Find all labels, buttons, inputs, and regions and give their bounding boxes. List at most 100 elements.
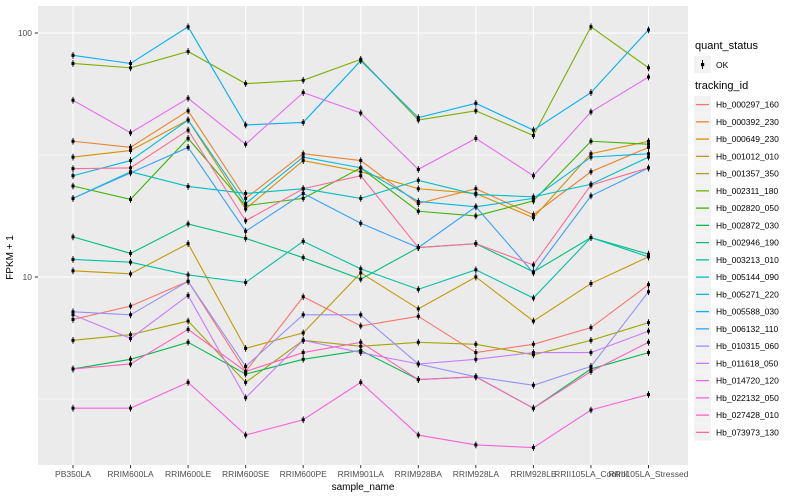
data-point	[186, 136, 190, 140]
x-tick-label: RRIM928LA	[453, 469, 500, 479]
legend-title-quant-status: quant_status	[695, 40, 758, 52]
data-point	[531, 216, 535, 220]
data-point	[416, 199, 420, 203]
data-point	[244, 369, 248, 373]
data-point	[474, 214, 478, 218]
data-point	[416, 187, 420, 191]
legend-item-Hb_002872_030	[694, 216, 711, 234]
data-point	[129, 131, 133, 135]
data-point	[129, 406, 133, 410]
data-point	[301, 239, 305, 243]
data-point	[359, 340, 363, 344]
data-point	[244, 191, 248, 195]
data-point	[647, 392, 650, 396]
data-point	[474, 101, 478, 105]
data-point	[416, 314, 420, 318]
data-point	[129, 166, 133, 170]
legend-item-Hb_001357_350	[694, 165, 711, 182]
data-point	[474, 187, 478, 191]
data-point	[589, 170, 593, 174]
legend-label: Hb_022132_050	[716, 393, 779, 403]
data-point	[589, 139, 593, 143]
data-point	[129, 251, 133, 255]
data-point	[129, 304, 133, 308]
data-point	[301, 331, 305, 335]
x-tick-label: RRIM928BA	[395, 469, 443, 479]
data-point	[129, 336, 133, 340]
x-axis-title: sample_name	[332, 482, 395, 493]
x-tick-label: RRIM600PE	[280, 469, 328, 479]
data-point	[186, 49, 190, 53]
x-tick-label: RRIM600LA	[107, 469, 154, 479]
data-point	[531, 342, 535, 346]
data-point	[589, 326, 593, 330]
data-point	[186, 145, 190, 149]
data-point	[647, 351, 650, 355]
data-point	[647, 283, 650, 287]
data-point	[531, 174, 535, 178]
legend-item-Hb_011618_050	[694, 354, 711, 372]
data-point	[186, 380, 190, 384]
data-point	[129, 333, 133, 337]
data-point	[474, 351, 478, 355]
legend-label-ok: OK	[716, 60, 729, 70]
data-point	[71, 167, 75, 171]
data-point	[301, 187, 305, 191]
data-point	[71, 313, 75, 317]
legend-label: Hb_073973_130	[716, 427, 779, 437]
data-point	[416, 167, 420, 171]
data-point	[359, 59, 363, 63]
data-point	[301, 418, 305, 422]
data-point	[244, 82, 248, 86]
data-point	[359, 351, 363, 355]
data-point	[647, 340, 650, 344]
data-point	[244, 280, 248, 284]
data-point	[71, 184, 75, 188]
data-point	[474, 342, 478, 346]
data-point	[301, 78, 305, 82]
data-point	[129, 362, 133, 366]
data-point	[359, 324, 363, 328]
legend-label: Hb_011618_050	[716, 358, 779, 368]
data-point	[647, 152, 650, 156]
legend-label: Hb_000392_230	[716, 117, 779, 127]
legend-label: Hb_010315_060	[716, 341, 779, 351]
legend-label: Hb_002311_180	[716, 186, 779, 196]
data-point	[416, 287, 420, 291]
data-point	[531, 383, 535, 387]
data-point	[129, 148, 133, 152]
legend-item-Hb_022132_050	[694, 389, 711, 407]
legend-label: Hb_000297_160	[716, 100, 779, 110]
data-point	[359, 380, 363, 384]
x-tick-label: RRIM901LA	[338, 469, 385, 479]
data-point	[129, 171, 133, 175]
legend-label: Hb_027428_010	[716, 410, 779, 420]
data-point	[531, 446, 535, 450]
legend-label: Hb_005588_030	[716, 307, 779, 317]
data-point	[589, 282, 593, 286]
x-tick-label: RRIM600LE	[165, 469, 212, 479]
legend-item-Hb_002946_190	[694, 234, 711, 251]
legend-item-Hb_005588_030	[694, 303, 711, 320]
data-point	[359, 159, 363, 163]
data-point	[186, 319, 190, 323]
data-point	[301, 256, 305, 260]
data-point	[359, 111, 363, 115]
legend-item-Hb_005144_090	[694, 268, 711, 286]
data-point	[359, 174, 363, 178]
legend-item-Hb_003213_010	[694, 251, 711, 269]
data-point	[129, 260, 133, 264]
data-point	[474, 109, 478, 113]
data-point	[186, 222, 190, 226]
data-point	[301, 351, 305, 355]
legend-item-Hb_001012_010	[694, 147, 711, 165]
data-point	[647, 142, 650, 146]
data-point	[244, 346, 248, 350]
data-point	[244, 142, 248, 146]
y-tick-label: 100	[18, 28, 32, 38]
data-point	[359, 221, 363, 225]
data-point	[301, 91, 305, 95]
data-point	[416, 378, 420, 382]
data-point	[589, 236, 593, 240]
